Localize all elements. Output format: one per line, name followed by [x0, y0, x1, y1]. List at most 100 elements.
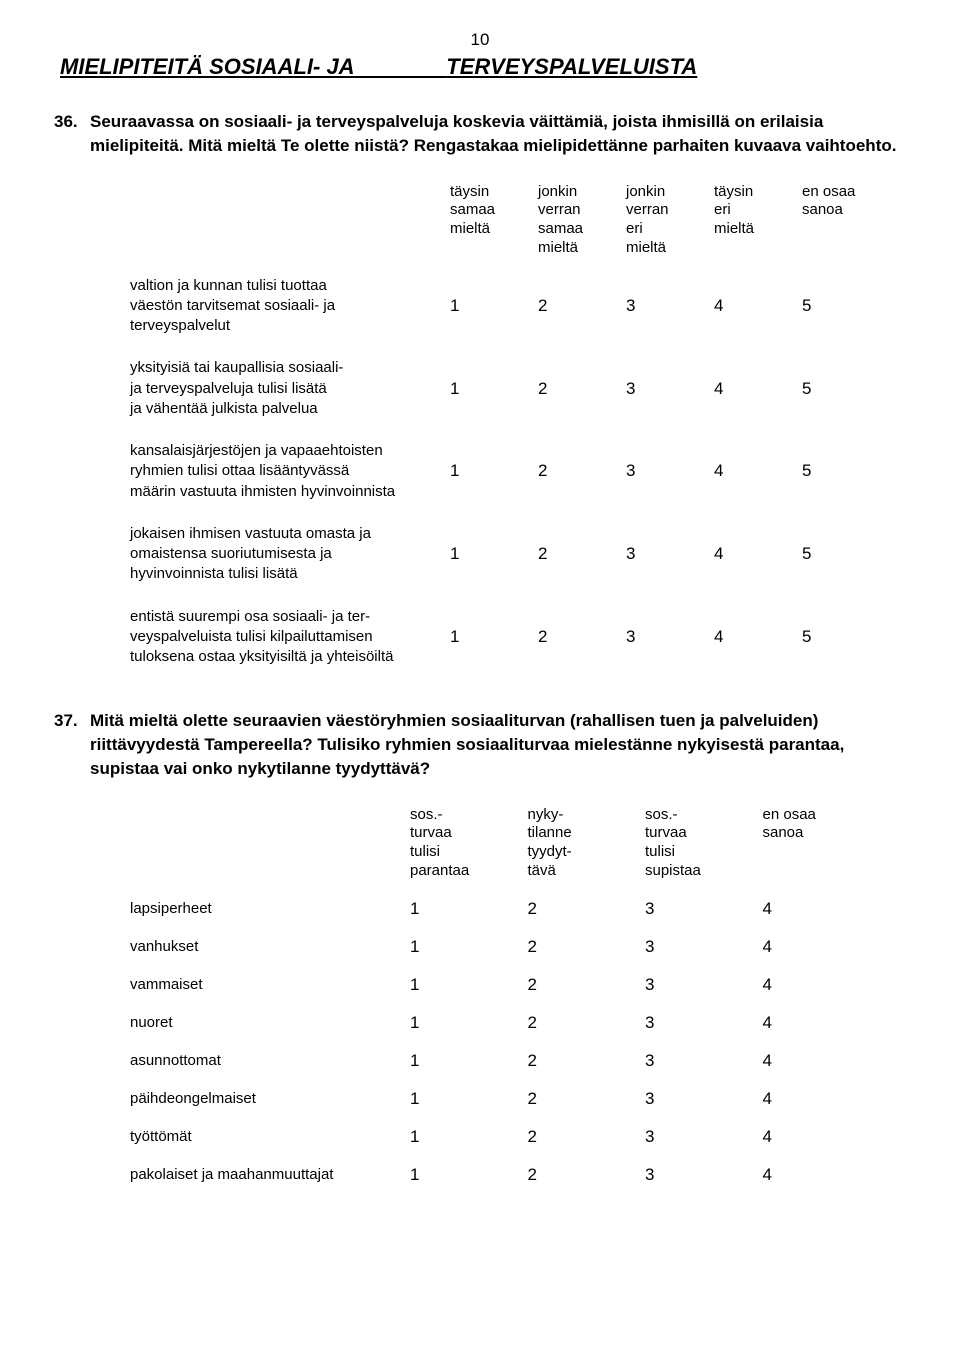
q37-row-value[interactable]: 2 [528, 1165, 646, 1185]
q36-row-value[interactable]: 1 [450, 379, 538, 399]
q37-row: työttömät1234 [130, 1127, 880, 1147]
question-37: 37.Mitä mieltä olette seuraavien väestör… [90, 709, 900, 780]
q36-h3: jonkinverranerimieltä [626, 183, 714, 258]
q37-row: vammaiset1234 [130, 975, 880, 995]
q37-row-label: vanhukset [130, 938, 410, 955]
q37-scale-header: sos.-turvaatulisiparantaa nyky-tilannety… [130, 806, 880, 881]
q36-row-value[interactable]: 5 [802, 544, 890, 564]
q37-row-value[interactable]: 1 [410, 1051, 528, 1071]
q37-row-value[interactable]: 4 [763, 937, 881, 957]
q37-row-value[interactable]: 2 [528, 1127, 646, 1147]
q37-number: 37. [54, 709, 90, 733]
q37-row-value[interactable]: 4 [763, 1165, 881, 1185]
q36-row: kansalaisjärjestöjen ja vapaaehtoistenry… [130, 441, 890, 502]
q37-row-value[interactable]: 2 [528, 1013, 646, 1033]
q37-row-label: asunnottomat [130, 1052, 410, 1069]
q36-row-value[interactable]: 3 [626, 627, 714, 647]
q36-row-value[interactable]: 3 [626, 379, 714, 399]
q36-row-value[interactable]: 5 [802, 461, 890, 481]
q36-row-value[interactable]: 1 [450, 627, 538, 647]
q37-row-value[interactable]: 1 [410, 899, 528, 919]
q37-row-value[interactable]: 2 [528, 937, 646, 957]
q36-row: valtion ja kunnan tulisi tuottaaväestön … [130, 276, 890, 337]
q37-row-value[interactable]: 1 [410, 1013, 528, 1033]
q37-row-value[interactable]: 3 [645, 1051, 763, 1071]
q37-row-label: työttömät [130, 1128, 410, 1145]
q37-row-value[interactable]: 2 [528, 899, 646, 919]
q37-row: asunnottomat1234 [130, 1051, 880, 1071]
q36-row-value[interactable]: 4 [714, 544, 802, 564]
q37-row: lapsiperheet1234 [130, 899, 880, 919]
q37-row-value[interactable]: 1 [410, 1089, 528, 1109]
q37-row-value[interactable]: 3 [645, 937, 763, 957]
q36-row-value[interactable]: 4 [714, 461, 802, 481]
q37-row-value[interactable]: 4 [763, 1051, 881, 1071]
q36-row-value[interactable]: 3 [626, 544, 714, 564]
q36-row-label: kansalaisjärjestöjen ja vapaaehtoistenry… [130, 441, 450, 502]
q36-row-value[interactable]: 4 [714, 379, 802, 399]
q36-row-value[interactable]: 3 [626, 296, 714, 316]
q36-row-value[interactable]: 2 [538, 296, 626, 316]
q37-row-value[interactable]: 4 [763, 1127, 881, 1147]
q37-row-value[interactable]: 1 [410, 1127, 528, 1147]
q36-row-value[interactable]: 3 [626, 461, 714, 481]
q37-h1: sos.-turvaatulisiparantaa [410, 806, 528, 881]
q37-row-value[interactable]: 2 [528, 1089, 646, 1109]
q36-row-value[interactable]: 1 [450, 544, 538, 564]
q36-h5: en osaasanoa [802, 183, 890, 258]
q37-row-value[interactable]: 1 [410, 1165, 528, 1185]
q37-row-value[interactable]: 4 [763, 899, 881, 919]
q36-row-value[interactable]: 1 [450, 461, 538, 481]
heading-left: MIELIPITEITÄ SOSIAALI- JA [60, 54, 355, 79]
q37-row-value[interactable]: 1 [410, 937, 528, 957]
q36-h2: jonkinverransamaamieltä [538, 183, 626, 258]
q37-row-value[interactable]: 3 [645, 1127, 763, 1147]
q37-row: nuoret1234 [130, 1013, 880, 1033]
q37-row: päihdeongelmaiset1234 [130, 1089, 880, 1109]
q37-row-value[interactable]: 2 [528, 975, 646, 995]
q37-row-value[interactable]: 4 [763, 1013, 881, 1033]
q36-row-value[interactable]: 4 [714, 627, 802, 647]
q36-row-value[interactable]: 2 [538, 544, 626, 564]
q36-row: jokaisen ihmisen vastuuta omasta jaomais… [130, 524, 890, 585]
q36-row: entistä suurempi osa sosiaali- ja ter-ve… [130, 607, 890, 668]
q36-row-value[interactable]: 5 [802, 627, 890, 647]
q37-row-value[interactable]: 3 [645, 1013, 763, 1033]
q37-text: Mitä mieltä olette seuraavien väestöryhm… [90, 711, 844, 778]
q36-row-value[interactable]: 5 [802, 296, 890, 316]
heading-right: TERVEYSPALVELUISTA [446, 54, 697, 79]
q37-row-label: päihdeongelmaiset [130, 1090, 410, 1107]
q37-h3: sos.-turvaatulisisupistaa [645, 806, 763, 881]
q36-row-label: entistä suurempi osa sosiaali- ja ter-ve… [130, 607, 450, 668]
q37-row-value[interactable]: 1 [410, 975, 528, 995]
question-36: 36.Seuraavassa on sosiaali- ja terveyspa… [90, 110, 900, 158]
page: 10 MIELIPITEITÄ SOSIAALI- JA TERVEYSPALV… [0, 0, 960, 1243]
q36-row-value[interactable]: 1 [450, 296, 538, 316]
q36-row-label: jokaisen ihmisen vastuuta omasta jaomais… [130, 524, 450, 585]
q36-row-value[interactable]: 4 [714, 296, 802, 316]
q37-row-label: nuoret [130, 1014, 410, 1031]
q36-row-label: valtion ja kunnan tulisi tuottaaväestön … [130, 276, 450, 337]
q37-row: pakolaiset ja maahanmuuttajat1234 [130, 1165, 880, 1185]
q37-h4: en osaasanoa [763, 806, 881, 881]
q37-h2: nyky-tilannetyydyt-tävä [528, 806, 646, 881]
q37-row-value[interactable]: 3 [645, 899, 763, 919]
q37-rows: lapsiperheet1234vanhukset1234vammaiset12… [60, 899, 900, 1185]
q36-row-value[interactable]: 2 [538, 627, 626, 647]
q36-h1: täysinsamaamieltä [450, 183, 538, 258]
q36-row-value[interactable]: 2 [538, 461, 626, 481]
q37-row-value[interactable]: 4 [763, 1089, 881, 1109]
q36-scale-header: täysinsamaamieltä jonkinverransamaamielt… [130, 183, 890, 258]
q37-row-value[interactable]: 3 [645, 1165, 763, 1185]
q36-rows: valtion ja kunnan tulisi tuottaaväestön … [60, 276, 900, 668]
q36-row-value[interactable]: 2 [538, 379, 626, 399]
q37-row-value[interactable]: 2 [528, 1051, 646, 1071]
q37-row-value[interactable]: 3 [645, 975, 763, 995]
section-heading: MIELIPITEITÄ SOSIAALI- JA TERVEYSPALVELU… [60, 54, 900, 80]
page-number: 10 [60, 30, 900, 50]
q36-h4: täysinerimieltä [714, 183, 802, 258]
q37-row-value[interactable]: 3 [645, 1089, 763, 1109]
q37-row-value[interactable]: 4 [763, 975, 881, 995]
q36-row: yksityisiä tai kaupallisia sosiaali-ja t… [130, 358, 890, 419]
q36-row-value[interactable]: 5 [802, 379, 890, 399]
